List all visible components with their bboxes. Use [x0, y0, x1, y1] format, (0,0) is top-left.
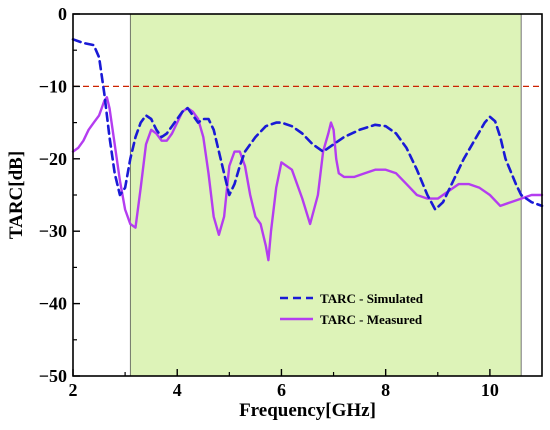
- x-tick-label: 10: [481, 380, 499, 400]
- y-tick-label: −40: [39, 294, 67, 314]
- legend-label-measured: TARC - Measured: [320, 312, 423, 327]
- y-tick-label: −30: [39, 221, 67, 241]
- y-axis-label: TARC[dB]: [6, 151, 27, 239]
- legend-label-simulated: TARC - Simulated: [320, 291, 424, 306]
- shaded-band-layer: [129, 13, 522, 377]
- series-line-measured: [71, 96, 544, 262]
- y-tick-label: −50: [39, 366, 67, 386]
- shaded-band: [129, 13, 522, 377]
- tick-layer: 2 4 6 8 10 0 −10 −20 −30 −40 −50: [39, 4, 499, 400]
- y-tick-label: 0: [58, 4, 67, 24]
- x-tick-label: 6: [277, 380, 286, 400]
- x-tick-label: 4: [173, 380, 182, 400]
- legend: TARC - Simulated TARC - Measured: [280, 291, 424, 327]
- series-layer: [71, 37, 544, 262]
- y-tick-label: −20: [39, 149, 67, 169]
- series-line-simulated: [71, 37, 544, 211]
- x-tick-label: 8: [381, 380, 390, 400]
- x-axis-label: Frequency[GHz]: [239, 400, 376, 421]
- y-tick-label: −10: [39, 76, 67, 96]
- x-tick-label: 2: [69, 380, 78, 400]
